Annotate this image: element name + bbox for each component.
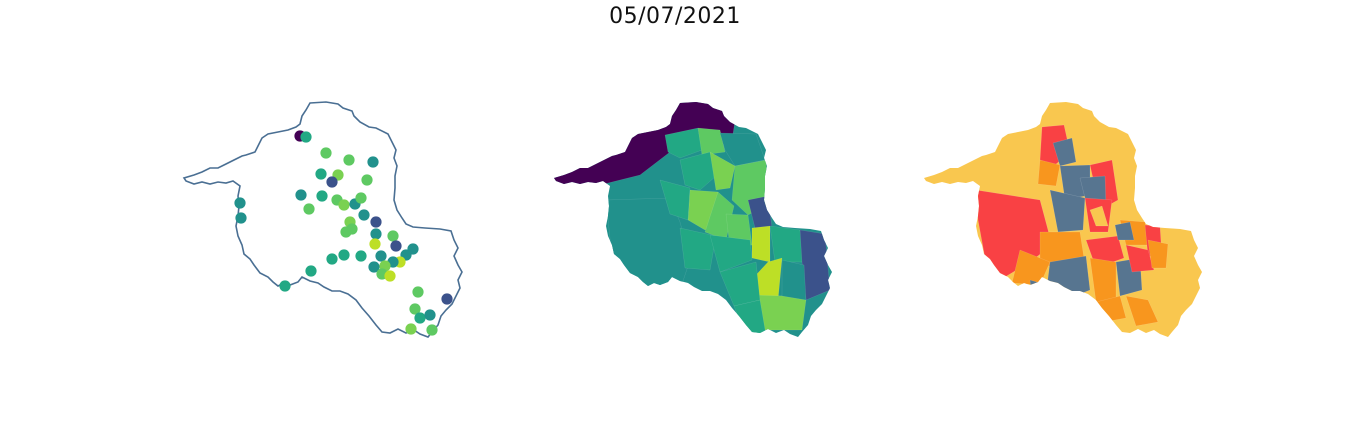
city-marker	[340, 226, 352, 238]
city-marker	[315, 168, 327, 180]
city-marker	[234, 197, 246, 209]
city-marker	[384, 270, 396, 282]
municipality-region	[1147, 239, 1169, 269]
city-marker	[387, 230, 399, 242]
city-marker	[370, 216, 382, 228]
municipality-region	[709, 151, 736, 191]
city-marker	[300, 131, 312, 143]
city-marker	[279, 280, 291, 292]
municipality-region	[1049, 189, 1086, 233]
municipality-region	[1125, 295, 1159, 327]
municipality-region	[697, 127, 726, 156]
municipality-region	[679, 227, 717, 271]
city-marker	[235, 212, 247, 224]
city-marker	[305, 265, 317, 277]
city-marker	[426, 324, 438, 336]
city-marker	[369, 238, 381, 250]
city-marker	[320, 147, 332, 159]
figure-title: 05/07/2021	[609, 4, 741, 29]
municipality-region	[1029, 279, 1059, 303]
city-marker	[375, 250, 387, 262]
municipality-region	[781, 259, 807, 301]
city-marker	[409, 303, 421, 315]
city-marker	[303, 203, 315, 215]
city-marker	[368, 261, 380, 273]
municipality-region	[1089, 205, 1109, 227]
city-marker	[405, 323, 417, 335]
city-marker	[316, 190, 328, 202]
city-marker	[355, 192, 367, 204]
municipality-region	[709, 234, 753, 273]
city-marker	[338, 249, 350, 261]
municipality-region	[719, 132, 766, 167]
viridis-choropleth-map	[554, 102, 832, 337]
municipality-region	[769, 225, 806, 263]
city-marker	[424, 309, 436, 321]
city-marker	[414, 312, 426, 324]
municipality-region	[1037, 159, 1061, 187]
city-marker	[295, 189, 307, 201]
city-marker	[390, 240, 402, 252]
city-marker	[367, 156, 379, 168]
city-marker	[343, 154, 355, 166]
municipality-region	[1052, 137, 1077, 167]
points-map	[182, 101, 463, 338]
municipality-region	[799, 229, 831, 301]
municipality-region	[751, 225, 771, 263]
city-marker	[358, 209, 370, 221]
city-marker	[370, 228, 382, 240]
city-marker	[326, 176, 338, 188]
municipality-region	[679, 151, 717, 191]
city-marker	[326, 253, 338, 265]
risk-choropleth-map	[924, 102, 1202, 337]
municipality-region	[1045, 255, 1091, 301]
municipality-region	[1125, 244, 1155, 273]
municipality-region	[1114, 221, 1135, 241]
municipality-region	[664, 127, 703, 159]
city-marker	[355, 250, 367, 262]
city-marker	[412, 286, 424, 298]
municipality-region	[659, 179, 691, 221]
city-marker	[361, 174, 373, 186]
city-marker	[338, 199, 350, 211]
city-marker	[441, 293, 453, 305]
